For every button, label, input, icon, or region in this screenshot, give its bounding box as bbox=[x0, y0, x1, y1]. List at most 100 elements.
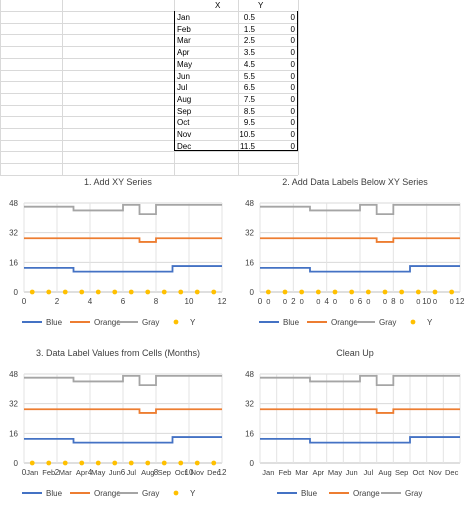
month-cell[interactable]: Mar bbox=[177, 36, 191, 46]
point-data-label: Apr bbox=[76, 468, 88, 477]
series-gray-line bbox=[260, 203, 460, 216]
series-y-point bbox=[432, 289, 438, 295]
month-cell[interactable]: Dec bbox=[177, 141, 192, 151]
month-cell[interactable]: Jun bbox=[177, 71, 190, 81]
x-value-cell[interactable]: 4.5 bbox=[243, 59, 255, 69]
x-value-cell[interactable]: 2.5 bbox=[243, 36, 255, 46]
chart-add-data-labels[interactable]: 2. Add Data Labels Below XY Series 0 16 32 4… bbox=[238, 170, 472, 338]
x-tick-label: 2 bbox=[291, 297, 296, 306]
chart-add-xy-series[interactable]: 1. Add XY Series 0 16 32 48 0 2 4 6 8 10 12 Blue Oran… bbox=[2, 170, 234, 338]
series-y-point bbox=[282, 289, 288, 295]
gridline bbox=[0, 151, 298, 153]
y-value-cell[interactable]: 0 bbox=[290, 59, 295, 69]
month-cell[interactable]: Oct bbox=[177, 118, 190, 128]
x-value-cell[interactable]: 11.5 bbox=[240, 141, 255, 151]
series-y-point bbox=[62, 289, 68, 295]
series-y-point bbox=[332, 289, 338, 295]
legend-label: Y bbox=[190, 318, 196, 327]
series-y-point bbox=[95, 460, 101, 466]
gridline bbox=[0, 128, 298, 129]
x-tick-label: 0 bbox=[22, 297, 27, 306]
y-value-cell[interactable]: 0 bbox=[290, 71, 295, 81]
series-blue-line bbox=[24, 265, 222, 273]
month-cell[interactable]: Feb bbox=[177, 24, 191, 34]
y-value-cell[interactable]: 0 bbox=[290, 83, 295, 93]
x-value-cell[interactable]: 7.5 bbox=[243, 94, 255, 104]
chart-title: 3. Data Label Values from Cells (Months) bbox=[36, 348, 200, 358]
series-y-point bbox=[62, 460, 68, 466]
chart-svg: 1. Add XY Series 0 16 32 48 0 2 4 6 8 10 12 Blue Oran… bbox=[9, 177, 227, 327]
x-tick-label: Sep bbox=[395, 468, 408, 477]
point-data-label: 0 bbox=[433, 297, 437, 306]
column-header-x: X bbox=[215, 1, 221, 10]
gridline bbox=[0, 174, 298, 176]
series-y-point bbox=[112, 460, 118, 466]
point-data-label: 0 bbox=[350, 297, 354, 306]
x-value-cell[interactable]: 6.5 bbox=[243, 83, 255, 93]
point-data-label: Aug bbox=[141, 468, 154, 477]
series-y-point bbox=[194, 460, 200, 466]
series-y-point bbox=[365, 289, 371, 295]
y-value-cell[interactable]: 0 bbox=[290, 13, 295, 22]
series-y-point bbox=[29, 289, 35, 295]
x-value-cell[interactable]: 10.5 bbox=[239, 130, 255, 139]
y-value-cell[interactable]: 0 bbox=[290, 36, 295, 46]
series-y-point bbox=[29, 460, 35, 466]
x-tick-label: 4 bbox=[88, 468, 93, 477]
x-tick-label: 10 bbox=[422, 297, 431, 306]
series-gray-line bbox=[260, 374, 460, 387]
y-value-cell[interactable]: 0 bbox=[290, 130, 295, 139]
legend-label: Orange bbox=[94, 489, 121, 498]
y-value-cell[interactable]: 0 bbox=[290, 94, 295, 104]
y-tick-label: 32 bbox=[245, 400, 254, 409]
y-value-cell[interactable]: 0 bbox=[290, 106, 295, 116]
chart-data-label-values-from-cells[interactable]: 3. Data Label Values from Cells (Months)… bbox=[2, 341, 234, 509]
month-cell[interactable]: Jan bbox=[177, 13, 190, 22]
x-value-cell[interactable]: 9.5 bbox=[243, 118, 255, 128]
series-y-point bbox=[449, 289, 455, 295]
series-y-point bbox=[145, 460, 151, 466]
y-value-cell[interactable]: 0 bbox=[290, 141, 295, 151]
month-cell[interactable]: Nov bbox=[177, 130, 192, 139]
x-tick-label: 12 bbox=[218, 297, 227, 306]
month-cell[interactable]: Aug bbox=[177, 94, 192, 104]
y-tick-label: 16 bbox=[245, 429, 254, 438]
legend-label: Y bbox=[190, 489, 196, 498]
month-cell[interactable]: Jul bbox=[177, 83, 188, 93]
point-data-label: Jun bbox=[109, 468, 121, 477]
y-tick-label: 16 bbox=[245, 258, 254, 267]
x-value-cell[interactable]: 1.5 bbox=[243, 24, 255, 34]
month-cell[interactable]: Sep bbox=[177, 106, 192, 116]
gridline bbox=[0, 34, 298, 36]
legend-label: Blue bbox=[46, 318, 63, 327]
month-cell[interactable]: May bbox=[177, 59, 193, 69]
series-y-point bbox=[382, 289, 388, 295]
x-value-cell[interactable]: 0.5 bbox=[243, 13, 255, 22]
legend-label: Gray bbox=[142, 318, 159, 327]
series-y-point bbox=[46, 460, 52, 466]
series-y-point bbox=[178, 460, 184, 466]
x-tick-label: 4 bbox=[324, 297, 329, 306]
point-data-label: 0 bbox=[300, 297, 304, 306]
chart-clean-up[interactable]: Clean Up 0 16 32 48 Jan Feb Mar Apr May Jun Jul Aug S… bbox=[238, 341, 472, 509]
x-value-cell[interactable]: 5.5 bbox=[243, 71, 255, 81]
point-data-label: 0 bbox=[400, 297, 404, 306]
point-data-label: Nov bbox=[191, 468, 205, 477]
series-y-point bbox=[399, 289, 405, 295]
month-cell[interactable]: Apr bbox=[177, 48, 190, 58]
x-tick-label: Feb bbox=[279, 468, 292, 477]
legend-marker-y bbox=[173, 319, 179, 325]
point-data-label: Jul bbox=[126, 468, 136, 477]
gridline bbox=[0, 139, 298, 141]
y-value-cell[interactable]: 0 bbox=[290, 24, 295, 34]
series-y-point bbox=[145, 289, 151, 295]
gridline bbox=[0, 81, 298, 83]
series-y-point bbox=[46, 289, 52, 295]
x-value-cell[interactable]: 8.5 bbox=[243, 106, 255, 116]
y-value-cell[interactable]: 0 bbox=[290, 48, 295, 58]
x-tick-label: Oct bbox=[412, 468, 425, 477]
x-value-cell[interactable]: 3.5 bbox=[243, 48, 255, 58]
x-tick-label: Apr bbox=[312, 468, 324, 477]
y-value-cell[interactable]: 0 bbox=[290, 118, 295, 128]
